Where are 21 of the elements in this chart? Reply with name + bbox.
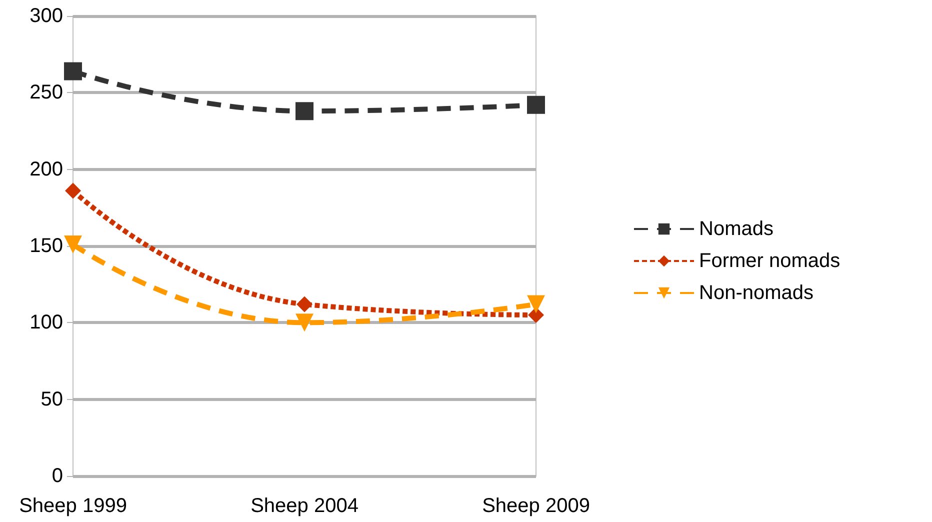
point <box>296 296 312 312</box>
legend-label: Nomads <box>699 218 774 240</box>
point <box>527 96 545 114</box>
x-tick-label: Sheep 2004 <box>250 495 358 517</box>
y-tick-label: 50 <box>40 388 63 410</box>
point <box>64 235 82 254</box>
y-tick-label: 300 <box>30 5 63 27</box>
x-tick-label: Sheep 1999 <box>19 495 127 517</box>
y-tick-label: 150 <box>30 235 63 257</box>
point <box>296 102 314 120</box>
point <box>64 62 82 80</box>
y-tick-label: 250 <box>30 82 63 104</box>
point <box>527 295 545 314</box>
y-tick-label: 200 <box>30 158 63 180</box>
legend-label: Former nomads <box>699 250 840 272</box>
point <box>65 182 81 199</box>
y-tick-label: 100 <box>30 312 63 334</box>
y-tick-label: 0 <box>52 465 63 487</box>
x-tick-label: Sheep 2009 <box>482 495 590 517</box>
point <box>296 314 314 332</box>
legend-label: Non-nomads <box>699 282 814 304</box>
